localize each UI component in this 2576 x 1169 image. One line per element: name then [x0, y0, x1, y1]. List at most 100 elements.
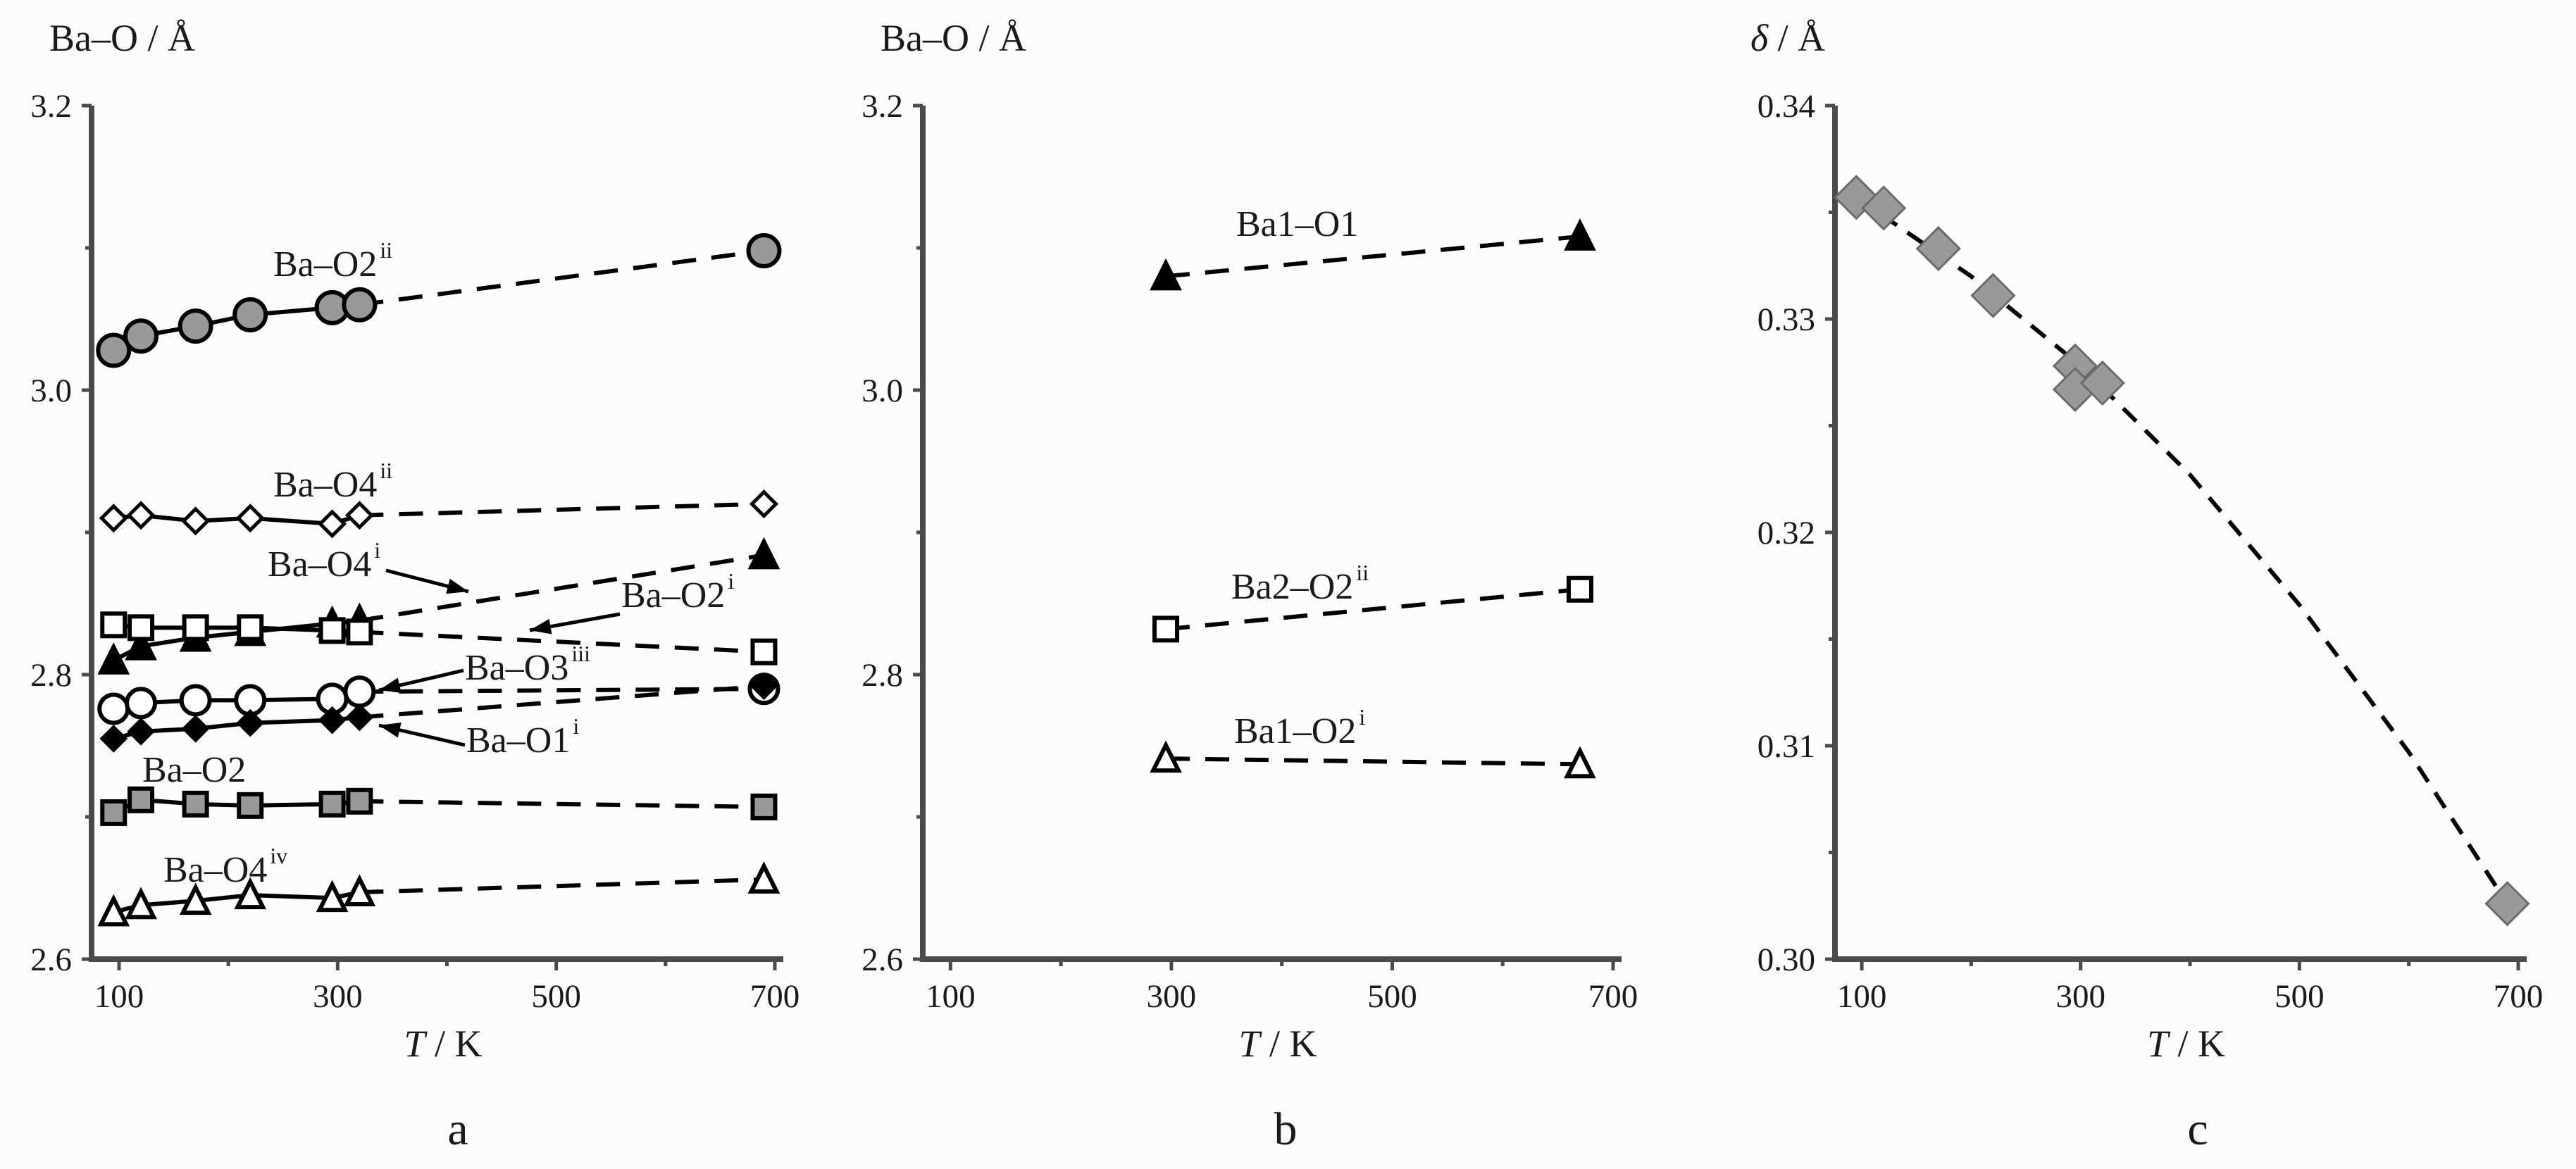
- x-tick-label: 500: [531, 978, 581, 1015]
- series-dashed-line: [359, 877, 764, 895]
- data-point: [126, 501, 156, 530]
- data-point: [96, 332, 132, 368]
- series-label-main: Ba1–O2: [1234, 711, 1356, 751]
- series-label-main: Ba–O4: [163, 850, 267, 890]
- series-label: Ba–O4 iv: [163, 843, 287, 890]
- y-axis-title: Ba–O / Å: [49, 17, 195, 59]
- series-label-main: Ba–O3: [465, 648, 568, 688]
- series-0: Ba–O2 ii: [96, 233, 782, 368]
- data-point: [182, 614, 209, 642]
- data-point: [346, 618, 373, 646]
- x-axis-title: T / K: [404, 1023, 482, 1065]
- series-label-main: Ba–O2: [273, 244, 377, 285]
- x-axis-title: T / K: [1238, 1023, 1317, 1065]
- series-label-main: Ba–O4: [273, 465, 377, 505]
- y-tick-label: 3.0: [30, 373, 72, 409]
- series-dashed-line: [1165, 587, 1581, 632]
- panel-letter: c: [2187, 1104, 2208, 1155]
- panel-c: 0.30 0.31 0.32 0.33 0.34 100 300 500 700 δ / Å T /…: [1750, 17, 2543, 1155]
- y-tick-label: 0.30: [1757, 942, 1815, 978]
- series-dashed-line: [359, 687, 764, 694]
- data-point: [1152, 615, 1180, 643]
- data-point: [99, 504, 128, 533]
- y-tick-label: 3.2: [30, 88, 72, 125]
- series-7: Ba–O4 iv: [97, 843, 780, 927]
- series-dashed-line: [359, 799, 764, 809]
- series-label: Ba–O3 iii: [465, 641, 590, 688]
- data-point: [344, 501, 374, 530]
- data-point: [2079, 360, 2125, 406]
- series-3: Ba–O2 i: [100, 568, 778, 665]
- data-point: [343, 874, 376, 907]
- x-tick-label: 100: [926, 978, 976, 1015]
- x-axis-title-unit: / K: [2168, 1023, 2225, 1065]
- series-label: Ba1–O2 i: [1234, 704, 1365, 751]
- data-point: [1566, 575, 1593, 603]
- series-label-sup: ii: [1356, 560, 1369, 585]
- data-point: [2484, 881, 2530, 927]
- annotation-arrow-head: [379, 677, 402, 693]
- series-dashed-line: [1165, 234, 1581, 279]
- series-label: Ba2–O2 ii: [1231, 560, 1369, 607]
- x-tick-label: 100: [94, 978, 144, 1015]
- data-point: [97, 642, 130, 675]
- x-tick-label: 500: [2275, 978, 2325, 1015]
- annotation-arrow-head: [379, 722, 402, 738]
- series-label: Ba–O2 i: [621, 568, 734, 615]
- data-point: [178, 308, 213, 344]
- data-point: [182, 790, 209, 818]
- data-point: [316, 880, 349, 913]
- series-dashed-line: [359, 630, 764, 654]
- data-point: [1970, 273, 2016, 318]
- data-point: [749, 672, 778, 700]
- series-label: Ba–O2: [142, 750, 246, 790]
- series-label-sup: i: [573, 713, 579, 739]
- series-label: Ba–O1 i: [466, 713, 579, 761]
- x-axis-title-symbol: T: [2147, 1023, 2171, 1065]
- data-point: [747, 537, 780, 570]
- data-point: [100, 611, 127, 639]
- y-tick-label: 3.0: [861, 373, 903, 409]
- fit-curve: [1855, 195, 2509, 905]
- data-point: [97, 894, 130, 927]
- data-point: [1564, 218, 1596, 251]
- series-label-main: Ba–O2: [621, 575, 725, 615]
- data-point: [232, 296, 268, 332]
- data-point: [318, 706, 347, 734]
- series-label-main: Ba–O4: [268, 544, 371, 584]
- series-label-sup: i: [374, 537, 380, 563]
- data-point: [181, 714, 210, 743]
- data-point: [1150, 740, 1182, 773]
- data-point: [127, 717, 155, 746]
- y-axis-title-unit: / Å: [1768, 17, 1825, 59]
- data-point: [1150, 258, 1182, 291]
- data-point: [237, 614, 264, 642]
- series-1: Ba2–O2 ii: [1152, 560, 1593, 643]
- x-axis-title-symbol: T: [1238, 1023, 1262, 1065]
- series-dashed-line: [359, 553, 764, 623]
- series-dashed-line: [1166, 756, 1581, 767]
- x-axis-title-symbol: T: [404, 1023, 428, 1065]
- series-dashed-line: [359, 684, 764, 720]
- series-label-sup: i: [728, 568, 734, 594]
- data-point: [123, 318, 159, 354]
- y-tick-label: 0.33: [1757, 301, 1815, 338]
- y-tick-label: 0.34: [1757, 88, 1815, 125]
- data-point: [236, 708, 265, 737]
- y-axis-title-symbol: δ: [1750, 17, 1769, 59]
- series-label: Ba1–O1: [1236, 204, 1358, 244]
- data-point: [127, 786, 155, 813]
- series-label-main: Ba2–O2: [1231, 567, 1353, 607]
- series-label-sup: iii: [571, 641, 590, 666]
- series-label: Ba–O4 i: [268, 537, 380, 584]
- panel-letter: a: [447, 1104, 468, 1155]
- y-tick-label: 2.8: [861, 657, 903, 694]
- series-label-sup: ii: [380, 458, 392, 483]
- data-point: [343, 675, 376, 708]
- data-point: [342, 287, 378, 323]
- series-0: Ba1–O1: [1150, 204, 1596, 291]
- x-tick-label: 700: [2494, 978, 2544, 1015]
- data-point: [234, 877, 267, 910]
- x-axis-title: T / K: [2147, 1023, 2225, 1065]
